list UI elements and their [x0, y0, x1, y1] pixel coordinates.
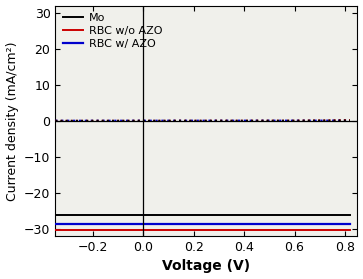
Y-axis label: Current density (mA/cm²): Current density (mA/cm²) — [5, 41, 19, 201]
X-axis label: Voltage (V): Voltage (V) — [162, 259, 250, 273]
Legend: Mo, RBC w/o AZO, RBC w/ AZO: Mo, RBC w/o AZO, RBC w/ AZO — [61, 11, 164, 51]
